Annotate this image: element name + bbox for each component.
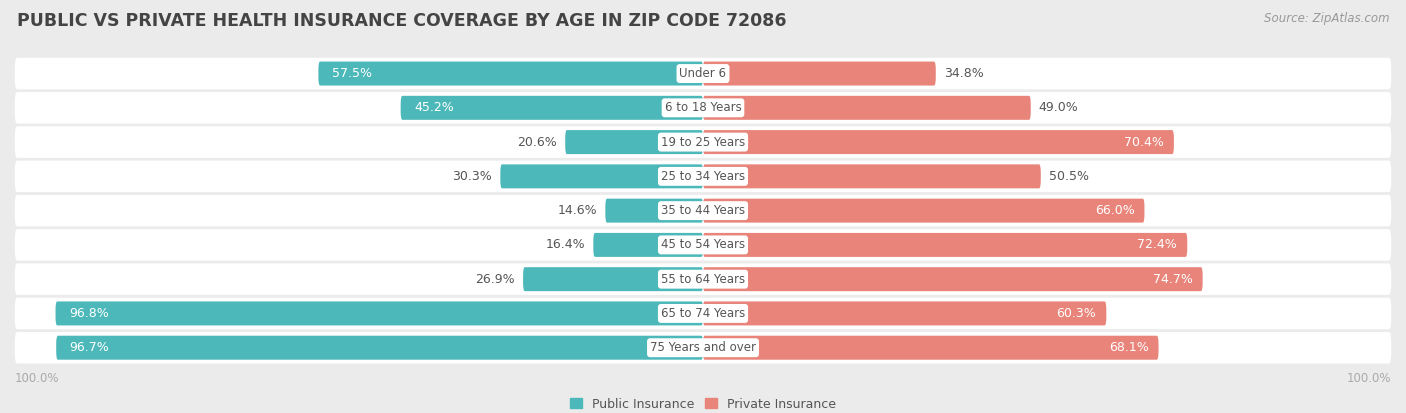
Text: 34.8%: 34.8%	[943, 67, 984, 80]
Text: 20.6%: 20.6%	[517, 135, 557, 149]
FancyBboxPatch shape	[14, 195, 1392, 226]
FancyBboxPatch shape	[14, 126, 1392, 158]
FancyBboxPatch shape	[523, 267, 703, 291]
Text: 96.8%: 96.8%	[69, 307, 108, 320]
FancyBboxPatch shape	[703, 267, 1202, 291]
FancyBboxPatch shape	[14, 263, 1392, 295]
Text: 30.3%: 30.3%	[453, 170, 492, 183]
Text: 100.0%: 100.0%	[1347, 373, 1392, 385]
FancyBboxPatch shape	[703, 301, 1107, 325]
Text: 6 to 18 Years: 6 to 18 Years	[665, 101, 741, 114]
FancyBboxPatch shape	[14, 58, 1392, 89]
Text: 60.3%: 60.3%	[1056, 307, 1097, 320]
Text: 50.5%: 50.5%	[1049, 170, 1088, 183]
Text: 68.1%: 68.1%	[1109, 341, 1149, 354]
Text: 75 Years and over: 75 Years and over	[650, 341, 756, 354]
Text: 16.4%: 16.4%	[546, 238, 585, 252]
Text: 74.7%: 74.7%	[1153, 273, 1192, 286]
FancyBboxPatch shape	[501, 164, 703, 188]
FancyBboxPatch shape	[703, 336, 1159, 360]
Text: 25 to 34 Years: 25 to 34 Years	[661, 170, 745, 183]
FancyBboxPatch shape	[14, 92, 1392, 123]
Text: PUBLIC VS PRIVATE HEALTH INSURANCE COVERAGE BY AGE IN ZIP CODE 72086: PUBLIC VS PRIVATE HEALTH INSURANCE COVER…	[17, 12, 786, 31]
FancyBboxPatch shape	[14, 229, 1392, 261]
Text: Source: ZipAtlas.com: Source: ZipAtlas.com	[1264, 12, 1389, 25]
FancyBboxPatch shape	[14, 298, 1392, 329]
FancyBboxPatch shape	[703, 96, 1031, 120]
Text: 96.7%: 96.7%	[69, 341, 110, 354]
FancyBboxPatch shape	[606, 199, 703, 223]
Text: 100.0%: 100.0%	[14, 373, 59, 385]
FancyBboxPatch shape	[703, 199, 1144, 223]
Text: 72.4%: 72.4%	[1137, 238, 1177, 252]
FancyBboxPatch shape	[703, 233, 1187, 257]
FancyBboxPatch shape	[401, 96, 703, 120]
Text: 57.5%: 57.5%	[332, 67, 371, 80]
FancyBboxPatch shape	[703, 164, 1040, 188]
Text: 19 to 25 Years: 19 to 25 Years	[661, 135, 745, 149]
FancyBboxPatch shape	[55, 301, 703, 325]
Text: 35 to 44 Years: 35 to 44 Years	[661, 204, 745, 217]
FancyBboxPatch shape	[56, 336, 703, 360]
FancyBboxPatch shape	[593, 233, 703, 257]
Text: 66.0%: 66.0%	[1095, 204, 1135, 217]
Text: 45.2%: 45.2%	[413, 101, 454, 114]
Text: 45 to 54 Years: 45 to 54 Years	[661, 238, 745, 252]
FancyBboxPatch shape	[565, 130, 703, 154]
Text: Under 6: Under 6	[679, 67, 727, 80]
Legend: Public Insurance, Private Insurance: Public Insurance, Private Insurance	[569, 398, 837, 411]
Text: 14.6%: 14.6%	[558, 204, 598, 217]
FancyBboxPatch shape	[703, 130, 1174, 154]
FancyBboxPatch shape	[703, 62, 936, 85]
Text: 70.4%: 70.4%	[1123, 135, 1164, 149]
FancyBboxPatch shape	[318, 62, 703, 85]
Text: 26.9%: 26.9%	[475, 273, 515, 286]
Text: 55 to 64 Years: 55 to 64 Years	[661, 273, 745, 286]
FancyBboxPatch shape	[14, 332, 1392, 363]
Text: 49.0%: 49.0%	[1039, 101, 1078, 114]
FancyBboxPatch shape	[14, 161, 1392, 192]
Text: 65 to 74 Years: 65 to 74 Years	[661, 307, 745, 320]
